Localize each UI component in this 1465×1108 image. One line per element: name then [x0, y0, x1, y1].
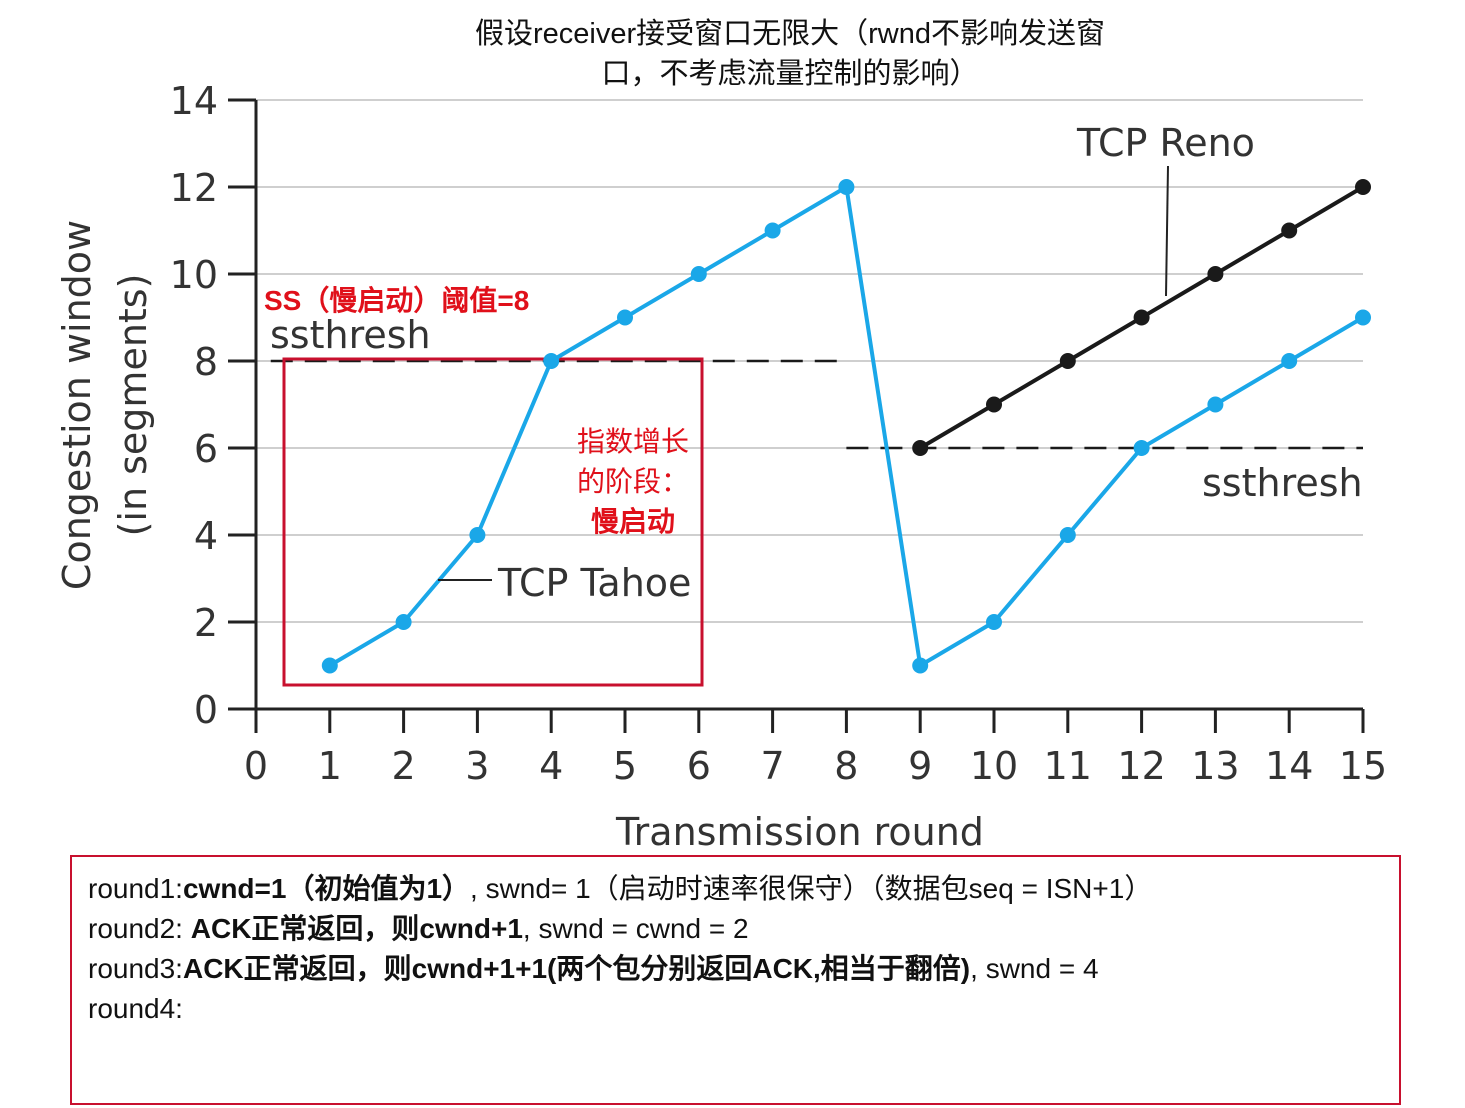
chart-title-line-1: 假设receiver接受窗口无限大（rwnd不影响发送窗 [474, 18, 1105, 50]
note-round-3: round3:ACK正常返回，则cwnd+1+1(两个包分别返回ACK,相当于翻… [88, 949, 1383, 989]
tcp-tahoe-point-2 [395, 614, 412, 630]
tcp-tahoe-point-3 [469, 527, 486, 543]
phase-annotation-line-2: 的阶段： [577, 466, 689, 497]
note-round-1-bold: cwnd=1（初始值为1） [182, 873, 471, 904]
x-tick-label-7: 7 [761, 744, 785, 788]
tcp-reno-point-15 [1355, 179, 1371, 195]
note-round-1-prefix: round1: [88, 873, 183, 904]
y-tick-label-12: 12 [170, 166, 218, 210]
reno-leader-line [1165, 165, 1169, 297]
note-round-4-prefix: round4: [88, 993, 183, 1024]
tcp-reno-point-12 [1133, 309, 1150, 326]
note-round-4: round4: [88, 989, 1383, 1029]
x-tick-label-3: 3 [465, 744, 489, 788]
chart-title: 假设receiver接受窗口无限大（rwnd不影响发送窗 口，不考虑流量控制的影… [380, 14, 1200, 94]
note-round-1: round1:cwnd=1（初始值为1）, swnd= 1（启动时速率很保守）（… [88, 869, 1383, 909]
x-tick-label-11: 11 [1044, 744, 1092, 788]
note-round-2-rest: , swnd = cwnd = 2 [522, 913, 749, 944]
y-tick-label-14: 14 [170, 79, 218, 123]
x-tick-label-12: 12 [1117, 744, 1165, 788]
tcp-tahoe-line [328, 185, 1365, 668]
ss-threshold-annotation: SS（慢启动）阈值=8 [264, 284, 529, 316]
tcp-reno-point-10 [986, 396, 1002, 413]
x-tick-label-13: 13 [1191, 744, 1239, 788]
y-tick-label-4: 4 [194, 514, 218, 558]
tcp-reno-point-11 [1059, 353, 1076, 369]
tcp-tahoe-point-14 [1281, 353, 1298, 369]
tcp-tahoe-point-8 [838, 179, 855, 195]
x-tick-label-5: 5 [613, 744, 637, 788]
tcp-reno-point-14 [1281, 222, 1298, 239]
tcp-tahoe-point-10 [986, 614, 1002, 630]
y-axis-title-line-2: (in segments) [111, 274, 155, 537]
tcp-tahoe-point-15 [1355, 309, 1371, 326]
reno-series-label: TCP Reno [1076, 121, 1255, 165]
note-round-1-rest: , swnd= 1（启动时速率很保守）（数据包seq = ISN+1） [470, 873, 1153, 904]
y-tick-label-10: 10 [170, 253, 218, 297]
note-round-2-bold: ACK正常返回，则cwnd+1 [190, 913, 523, 944]
chart-title-line-2: 口，不考虑流量控制的影响） [601, 58, 979, 90]
tcp-reno-point-13 [1207, 266, 1224, 282]
tahoe-series-label: TCP Tahoe [497, 561, 691, 605]
y-tick-label-6: 6 [194, 427, 218, 471]
grid-lines [256, 99, 1363, 623]
tcp-tahoe-point-1 [321, 657, 338, 674]
round-notes-box: round1:cwnd=1（初始值为1）, swnd= 1（启动时速率很保守）（… [70, 855, 1401, 1105]
x-tick-label-15: 15 [1339, 744, 1387, 788]
tcp-reno-point-9 [912, 440, 929, 456]
y-tick-label-0: 0 [194, 688, 218, 732]
ssthresh-label-left: ssthresh [270, 313, 431, 357]
x-tick-label-2: 2 [392, 744, 416, 788]
note-round-2: round2: ACK正常返回，则cwnd+1, swnd = cwnd = 2 [88, 909, 1383, 949]
x-tick-label-1: 1 [318, 744, 342, 788]
tcp-tahoe-point-13 [1207, 396, 1224, 413]
phase-annotation-line-3: 慢启动 [591, 506, 675, 537]
x-tick-label-6: 6 [687, 744, 711, 788]
ssthresh-label-right: ssthresh [1202, 461, 1363, 505]
note-round-2-prefix: round2: [88, 913, 191, 944]
phase-annotation-line-1: 指数增长 [577, 426, 689, 457]
tcp-tahoe-point-5 [617, 309, 633, 326]
x-tick-label-4: 4 [539, 744, 563, 788]
note-round-3-bold: ACK正常返回，则cwnd+1+1(两个包分别返回ACK,相当于翻倍) [182, 953, 971, 984]
slow-start-highlight-box [282, 357, 704, 687]
data-series [321, 179, 1371, 674]
threshold-lines [270, 359, 1363, 450]
x-tick-label-8: 8 [834, 744, 858, 788]
tcp-tahoe-point-11 [1059, 527, 1076, 543]
x-tick-label-0: 0 [244, 744, 268, 788]
tcp-tahoe-point-9 [912, 657, 929, 674]
y-axis-title-line-1: Congestion window [55, 220, 99, 590]
tcp-tahoe-point-12 [1133, 440, 1150, 456]
y-tick-label-8: 8 [194, 340, 218, 384]
x-tick-label-14: 14 [1265, 744, 1313, 788]
y-tick-label-2: 2 [194, 601, 218, 645]
x-tick-label-10: 10 [970, 744, 1018, 788]
x-axis-title: Transmission round [615, 810, 984, 854]
note-round-3-prefix: round3: [88, 953, 183, 984]
tcp-tahoe-point-6 [690, 266, 707, 282]
note-round-3-rest: , swnd = 4 [970, 953, 1099, 984]
x-tick-label-9: 9 [908, 744, 932, 788]
tcp-tahoe-point-4 [543, 353, 560, 369]
tcp-tahoe-point-7 [764, 222, 781, 239]
